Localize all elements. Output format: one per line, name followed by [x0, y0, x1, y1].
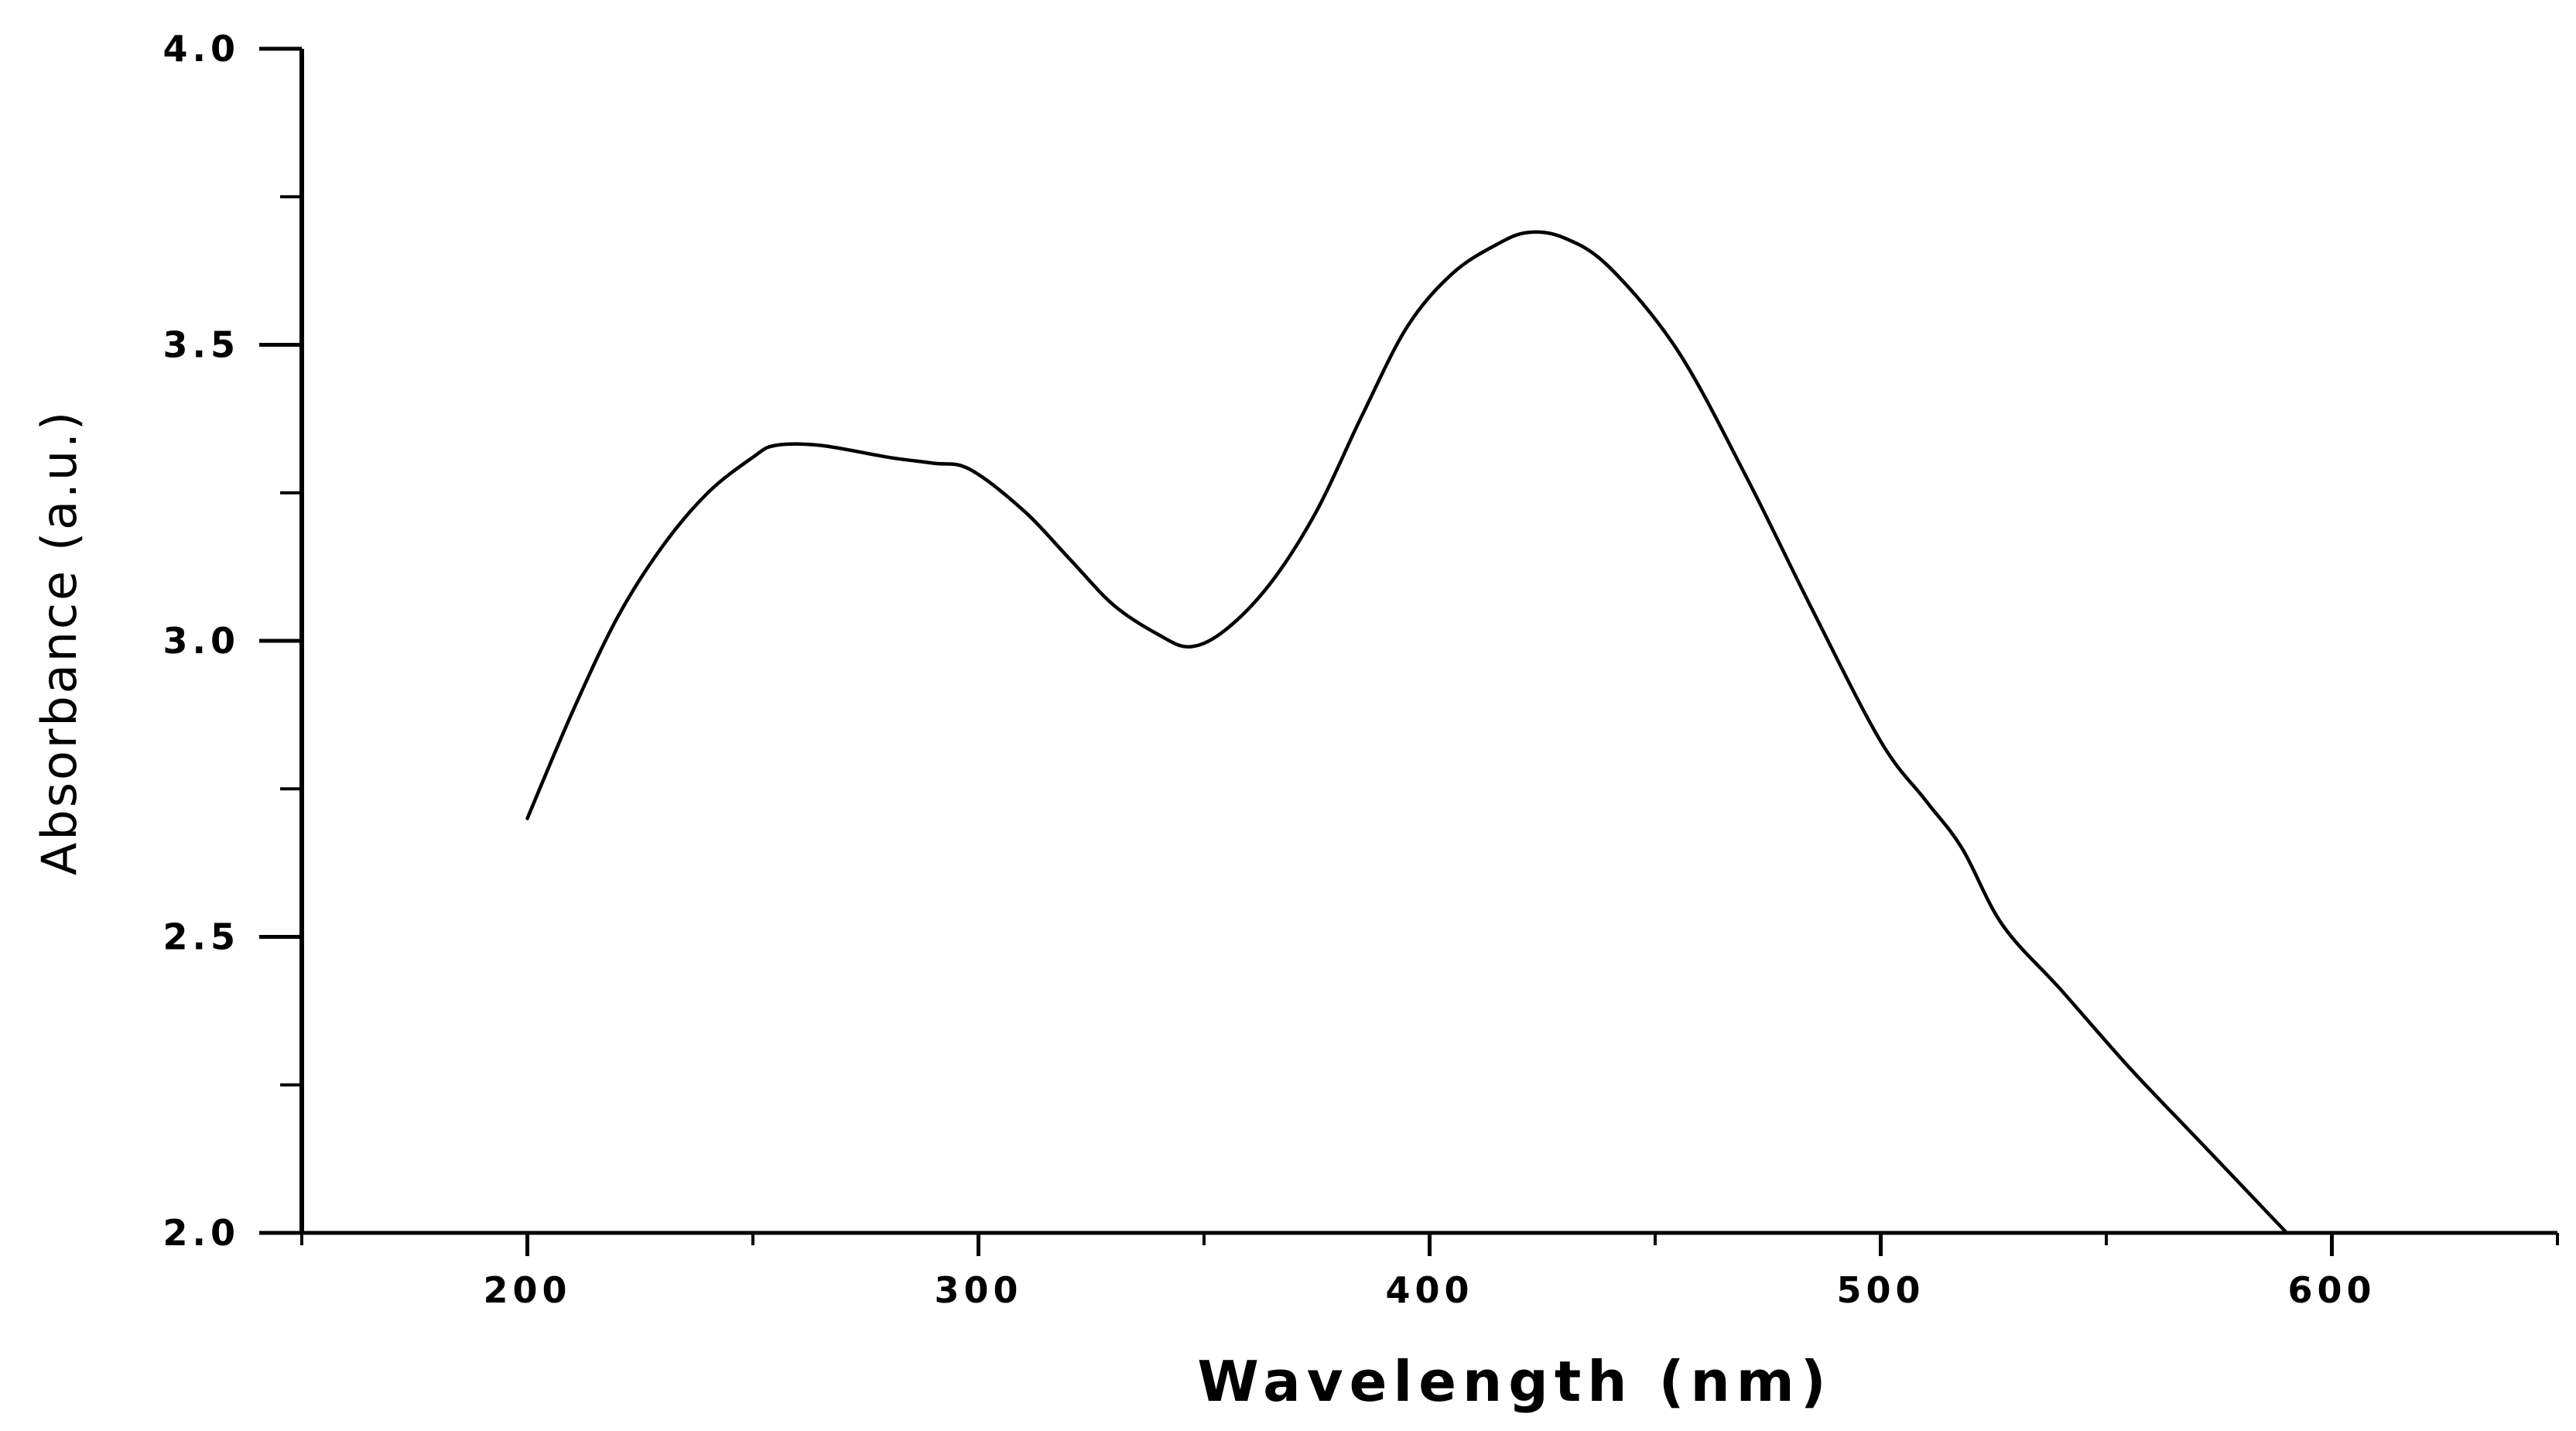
series-layer — [525, 230, 2289, 1235]
y-axis-title: Absorbance (a.u.) — [31, 409, 87, 875]
x-axis-title: Wavelength (nm) — [1197, 1349, 1832, 1414]
x-tick-label: 400 — [1385, 1269, 1473, 1311]
x-tick-label: 300 — [934, 1269, 1022, 1311]
ticks — [259, 46, 2559, 1256]
x-tick-label: 500 — [1836, 1269, 1924, 1311]
y-tick-label: 2.0 — [163, 1212, 241, 1254]
y-tick-label: 4.0 — [163, 28, 241, 70]
axes — [299, 49, 2557, 1235]
y-tick-label: 3.5 — [163, 324, 241, 366]
tick-labels: 2.0 2.5 3.0 3.5 4.0 200 300 400 500 600 — [163, 28, 2376, 1311]
y-tick-label: 3.0 — [163, 620, 241, 662]
y-tick-label: 2.5 — [163, 916, 241, 958]
x-tick-label: 200 — [483, 1269, 571, 1311]
series-line — [525, 230, 2289, 1235]
x-tick-label: 600 — [2287, 1269, 2376, 1311]
